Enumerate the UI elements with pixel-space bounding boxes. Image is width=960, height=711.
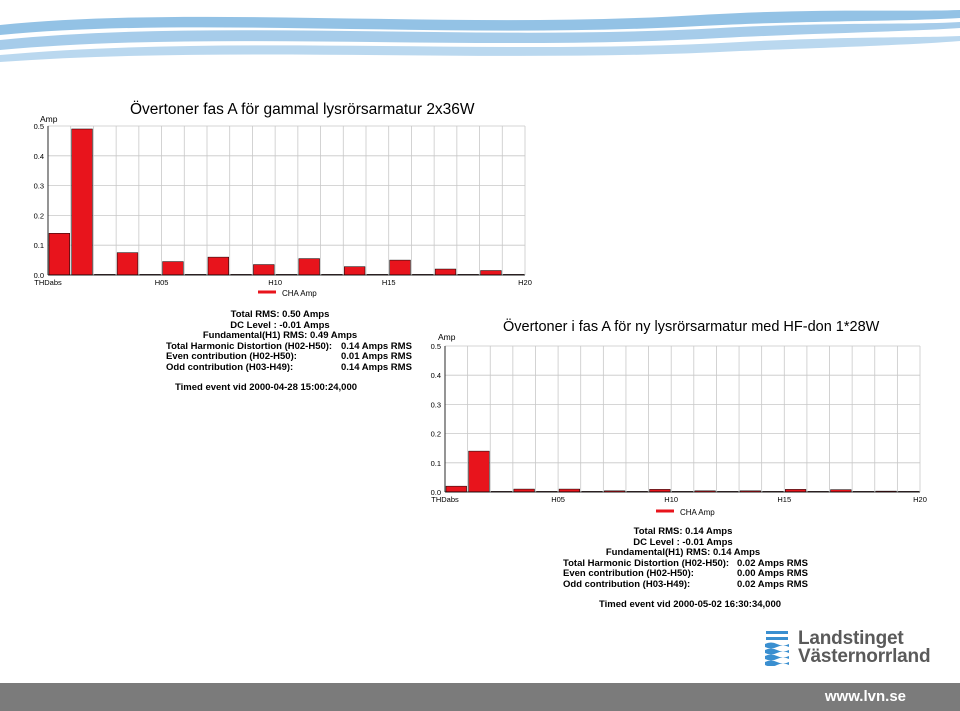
y-tick-label: 0.1	[34, 241, 44, 250]
dc-level: DC Level : -0.01 Amps	[633, 536, 733, 548]
thd-value: 0.02 Amps RMS	[737, 557, 808, 569]
chart-1-ylabel: Amp	[40, 114, 58, 124]
y-tick-label: 0.4	[34, 152, 44, 161]
bar-H17	[434, 268, 457, 276]
waves-logo-icon	[765, 631, 789, 666]
total-rms: Total RMS: 0.14 Amps	[633, 526, 733, 537]
even-label: Even contribution (H02-H50):	[166, 351, 297, 362]
chart-2-stats: Total RMS: 0.14 Amps DC Level : -0.01 Am…	[563, 526, 823, 590]
chart-1-bars	[48, 128, 525, 276]
chart-1-legend-label: CHA Amp	[282, 289, 317, 298]
thd-label: Total Harmonic Distortion (H02-H50):	[166, 340, 333, 352]
header-waves-banner	[0, 10, 960, 62]
bar-H09	[253, 264, 275, 276]
x-tick-label: H05	[155, 278, 169, 287]
fundamental-rms: Fundamental(H1) RMS: 0.14 Amps	[605, 547, 761, 558]
x-tick-label: H10	[268, 278, 282, 287]
chart-1-grid	[47, 125, 526, 276]
chart-1-yticks: 0.0 0.1 0.2 0.3 0.4 0.5	[34, 122, 44, 280]
total-rms: Total RMS: 0.50 Amps	[230, 309, 330, 320]
chart-1-stats: Total RMS: 0.50 Amps DC Level : -0.01 Am…	[166, 309, 426, 373]
chart-2-event: Timed event vid 2000-05-02 16:30:34,000	[599, 599, 782, 610]
bar-H07	[207, 256, 229, 276]
y-tick-label: 0.5	[34, 122, 44, 131]
bar-THDabs	[48, 233, 70, 276]
even-label: Even contribution (H02-H50):	[563, 568, 694, 579]
y-tick-label: 0.0	[34, 271, 44, 280]
x-tick-label: H20	[518, 278, 532, 287]
footer-bar: www.lvn.se	[0, 683, 960, 711]
bar-H15	[389, 259, 411, 276]
odd-value: 0.02 Amps RMS	[737, 578, 808, 590]
dc-level: DC Level : -0.01 Amps	[230, 319, 330, 331]
y-tick-label: 0.2	[34, 211, 44, 220]
landstinget-logo[interactable]: Landstinget Västernorrland	[764, 628, 931, 668]
chart-1-title: Övertoner fas A för gammal lysrörsarmatu…	[130, 100, 475, 118]
odd-label: Odd contribution (H03-H49):	[563, 578, 691, 590]
thd-value: 0.14 Amps RMS	[341, 340, 412, 352]
chart-1-axes	[47, 126, 525, 276]
chart-1-event: Timed event vid 2000-04-28 15:00:24,000	[175, 382, 358, 393]
x-tick-label: H15	[382, 278, 396, 287]
footer-url-link[interactable]: www.lvn.se	[824, 688, 906, 705]
bar-H01	[71, 128, 93, 276]
even-value: 0.00 Amps RMS	[737, 568, 808, 579]
x-tick-label: THDabs	[34, 278, 62, 287]
odd-value: 0.14 Amps RMS	[341, 361, 412, 373]
fundamental-rms: Fundamental(H1) RMS: 0.49 Amps	[202, 330, 358, 341]
logo-line-1: Landstinget	[798, 628, 904, 649]
logo-line-2: Västernorrland	[798, 646, 931, 667]
bar-H05	[162, 261, 184, 276]
thd-label: Total Harmonic Distortion (H02-H50):	[563, 557, 730, 569]
even-value: 0.01 Amps RMS	[341, 351, 412, 362]
bar-H19	[480, 270, 502, 276]
bar-H11	[298, 258, 320, 276]
bar-H03	[116, 252, 139, 276]
odd-label: Odd contribution (H03-H49):	[166, 361, 294, 373]
y-tick-label: 0.3	[34, 182, 44, 191]
bar-H13	[344, 266, 366, 276]
chart-1-xticks: THDabs H05 H10 H15 H20	[34, 278, 532, 287]
